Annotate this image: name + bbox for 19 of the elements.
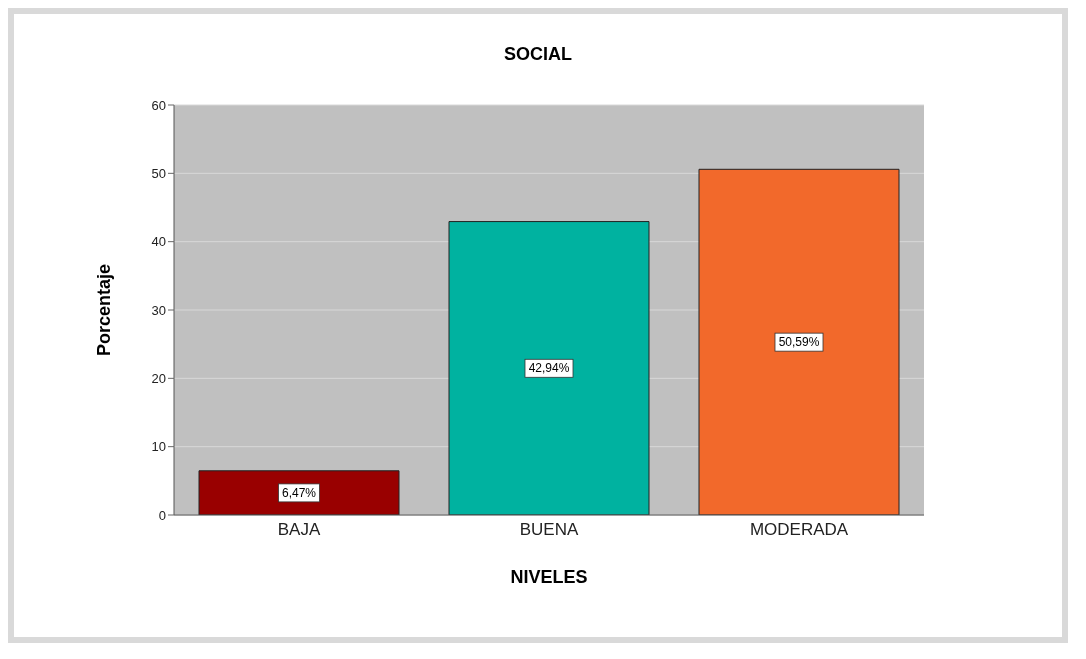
- y-tick-label: 10: [151, 439, 166, 455]
- bar: [448, 221, 650, 515]
- x-tick-label: BUENA: [519, 520, 579, 540]
- data-label: 42,94%: [528, 361, 570, 376]
- bar: [698, 168, 900, 515]
- bar: [198, 470, 400, 515]
- y-tick-label: 40: [151, 234, 166, 250]
- y-tick-label: 30: [151, 302, 166, 318]
- y-axis-title: Porcentaje: [94, 263, 115, 357]
- chart-title: SOCIAL: [503, 43, 573, 65]
- y-tick-label: 60: [151, 97, 166, 113]
- y-tick-label: 50: [151, 165, 166, 181]
- x-axis-title: NIVELES: [510, 567, 588, 587]
- x-tick-label: MODERADA: [749, 520, 849, 540]
- y-tick-label: 20: [151, 370, 166, 386]
- data-label: 50,59%: [778, 335, 820, 350]
- x-tick-label: BAJA: [277, 520, 321, 540]
- y-tick-label: 0: [158, 507, 166, 523]
- data-label: 6,47%: [281, 485, 317, 500]
